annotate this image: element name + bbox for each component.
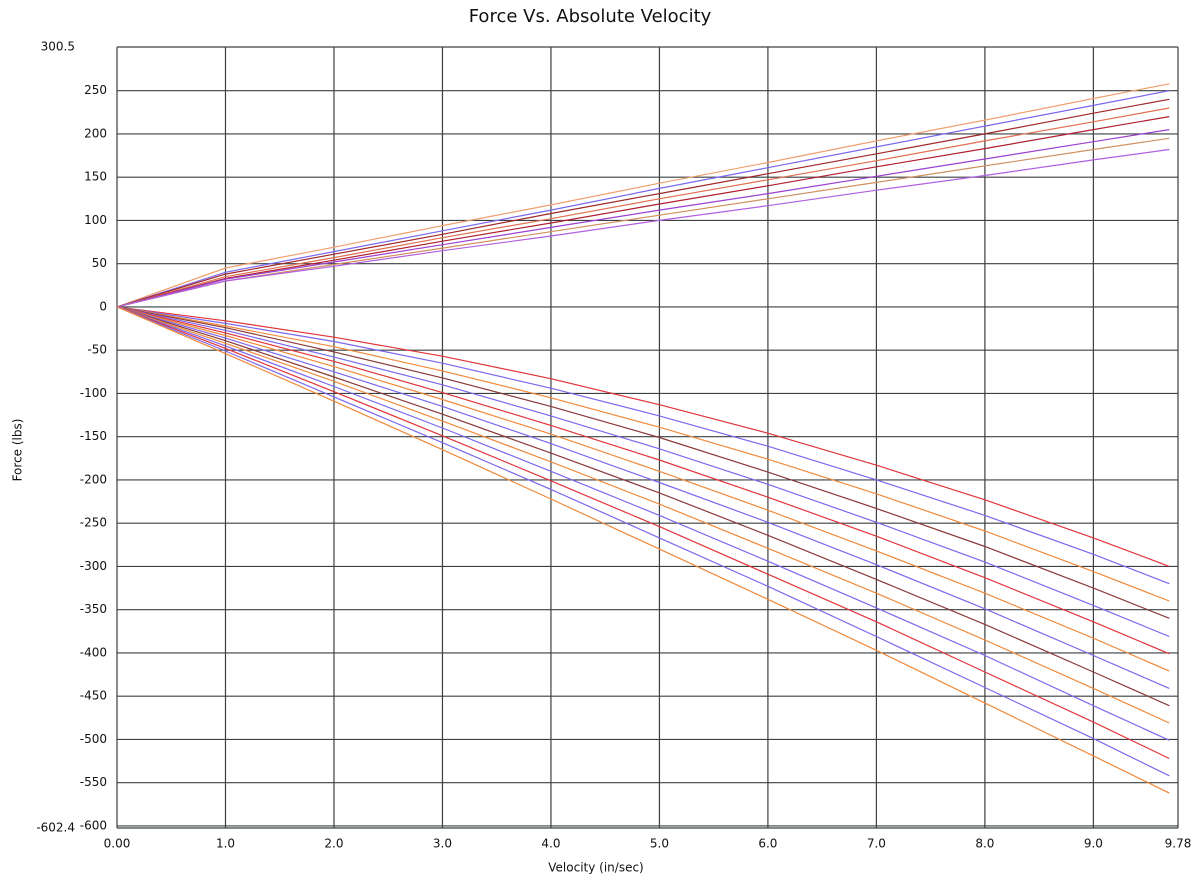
x-tick-label: 3.0 xyxy=(433,837,452,851)
y-tick-label: 0 xyxy=(99,299,107,313)
y-tick-label: -50 xyxy=(87,343,107,357)
y-tick-label: -450 xyxy=(80,689,107,703)
series-line xyxy=(116,90,1170,308)
y-tick-label: -550 xyxy=(80,775,107,789)
y-tick-label: -600 xyxy=(80,818,107,832)
series-line xyxy=(116,306,1170,794)
y-tick-label: -400 xyxy=(80,645,107,659)
series-line xyxy=(116,306,1170,602)
x-tick-label: 9.78 xyxy=(1165,837,1192,851)
series-line xyxy=(116,148,1170,308)
y-tick-label: -250 xyxy=(80,516,107,530)
x-axis-label: Velocity (in/sec) xyxy=(548,861,643,875)
series-line xyxy=(116,83,1170,308)
series-line xyxy=(116,306,1170,672)
series-line xyxy=(116,98,1170,308)
series-line xyxy=(116,306,1170,689)
y-tick-label: 150 xyxy=(84,170,107,184)
y-tick-label: 300.5 xyxy=(41,40,75,54)
y-tick-label: -150 xyxy=(80,429,107,443)
x-tick-label: 2.0 xyxy=(324,837,343,851)
series-line xyxy=(116,306,1170,707)
series-line xyxy=(116,137,1170,308)
series-line xyxy=(116,107,1170,308)
y-tick-label: 50 xyxy=(92,256,107,270)
x-tick-label: 0.00 xyxy=(104,837,131,851)
series-line xyxy=(116,306,1170,585)
y-tick-label: -602.4 xyxy=(36,821,75,835)
series-line xyxy=(116,306,1170,777)
y-tick-label: -300 xyxy=(80,559,107,573)
x-tick-label: 8.0 xyxy=(975,837,994,851)
series-line xyxy=(116,306,1170,619)
x-tick-label: 7.0 xyxy=(867,837,886,851)
series-line xyxy=(116,306,1170,724)
series-line xyxy=(116,306,1170,567)
series-line xyxy=(116,306,1170,638)
y-tick-label: -200 xyxy=(80,472,107,486)
series-line xyxy=(116,116,1170,308)
x-tick-label: 6.0 xyxy=(758,837,777,851)
y-tick-label: 200 xyxy=(84,126,107,140)
y-tick-label: -350 xyxy=(80,602,107,616)
y-tick-label: 250 xyxy=(84,83,107,97)
x-tick-label: 5.0 xyxy=(650,837,669,851)
x-tick-label: 1.0 xyxy=(216,837,235,851)
series-line xyxy=(116,306,1170,655)
y-axis-label: Force (lbs) xyxy=(11,419,25,482)
x-tick-label: 4.0 xyxy=(541,837,560,851)
y-tick-label: -100 xyxy=(80,386,107,400)
series-line xyxy=(116,129,1170,308)
y-tick-label: -500 xyxy=(80,732,107,746)
chart-title: Force Vs. Absolute Velocity xyxy=(469,6,712,27)
series-line xyxy=(116,306,1170,760)
y-tick-label: 100 xyxy=(84,213,107,227)
x-tick-label: 9.0 xyxy=(1084,837,1103,851)
series-line xyxy=(116,306,1170,741)
